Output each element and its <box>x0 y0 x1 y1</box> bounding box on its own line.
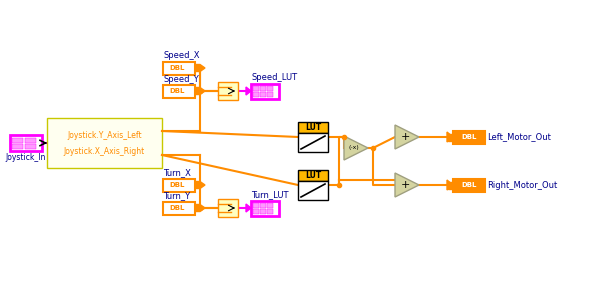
Text: Speed_LUT: Speed_LUT <box>251 74 297 83</box>
FancyArrow shape <box>195 181 205 188</box>
Bar <box>260 91 266 97</box>
Text: Speed_Y: Speed_Y <box>163 74 199 83</box>
Polygon shape <box>395 125 419 149</box>
FancyArrow shape <box>195 65 205 72</box>
Polygon shape <box>246 87 251 95</box>
Bar <box>267 203 273 207</box>
Bar <box>267 91 273 97</box>
Polygon shape <box>246 204 251 212</box>
Text: DBL: DBL <box>169 182 185 188</box>
Bar <box>298 181 328 200</box>
Text: +: + <box>400 180 410 190</box>
Bar <box>218 82 238 100</box>
Text: DBL: DBL <box>461 182 477 188</box>
Bar <box>47 118 162 168</box>
Bar <box>267 85 273 91</box>
Bar <box>253 91 259 97</box>
Text: (-x): (-x) <box>348 145 359 151</box>
Bar <box>12 144 23 149</box>
Bar <box>251 200 279 215</box>
Bar <box>25 138 36 143</box>
Text: DBL: DBL <box>169 88 185 94</box>
Bar <box>253 209 259 213</box>
Polygon shape <box>448 134 453 140</box>
Text: Joystick.Y_Axis_Left: Joystick.Y_Axis_Left <box>67 130 142 140</box>
Bar <box>163 85 195 98</box>
Bar <box>267 209 273 213</box>
Text: Turn_X: Turn_X <box>163 168 191 177</box>
Bar <box>453 130 485 143</box>
Text: Turn_Y: Turn_Y <box>163 192 190 200</box>
Bar <box>298 170 328 181</box>
Bar <box>298 122 328 133</box>
Bar <box>253 85 259 91</box>
Bar <box>260 203 266 207</box>
Bar <box>453 179 485 192</box>
Bar <box>260 209 266 213</box>
Bar <box>218 199 238 217</box>
FancyArrow shape <box>195 87 205 95</box>
Polygon shape <box>344 136 368 160</box>
Bar <box>10 135 42 151</box>
Text: DBL: DBL <box>169 205 185 211</box>
Polygon shape <box>447 132 453 142</box>
Text: LUT: LUT <box>305 123 321 132</box>
Text: Turn_LUT: Turn_LUT <box>251 190 289 200</box>
Polygon shape <box>448 181 453 188</box>
Bar <box>298 133 328 152</box>
Text: Right_Motor_Out: Right_Motor_Out <box>487 181 558 190</box>
Text: Joystick_In: Joystick_In <box>6 153 46 162</box>
Bar <box>163 201 195 215</box>
Text: LUT: LUT <box>305 171 321 180</box>
Text: Joystick.X_Axis_Right: Joystick.X_Axis_Right <box>64 147 145 155</box>
Text: Left_Motor_Out: Left_Motor_Out <box>487 132 551 142</box>
Polygon shape <box>395 173 419 197</box>
Text: Speed_X: Speed_X <box>163 52 199 61</box>
Text: DBL: DBL <box>461 134 477 140</box>
Bar <box>163 61 195 74</box>
Bar <box>163 179 195 192</box>
Text: +: + <box>400 132 410 142</box>
Bar <box>253 203 259 207</box>
Polygon shape <box>447 180 453 190</box>
Text: DBL: DBL <box>169 65 185 71</box>
Bar <box>251 83 279 98</box>
FancyArrow shape <box>195 205 205 211</box>
Bar <box>12 138 23 143</box>
Bar <box>260 85 266 91</box>
Bar <box>25 144 36 149</box>
